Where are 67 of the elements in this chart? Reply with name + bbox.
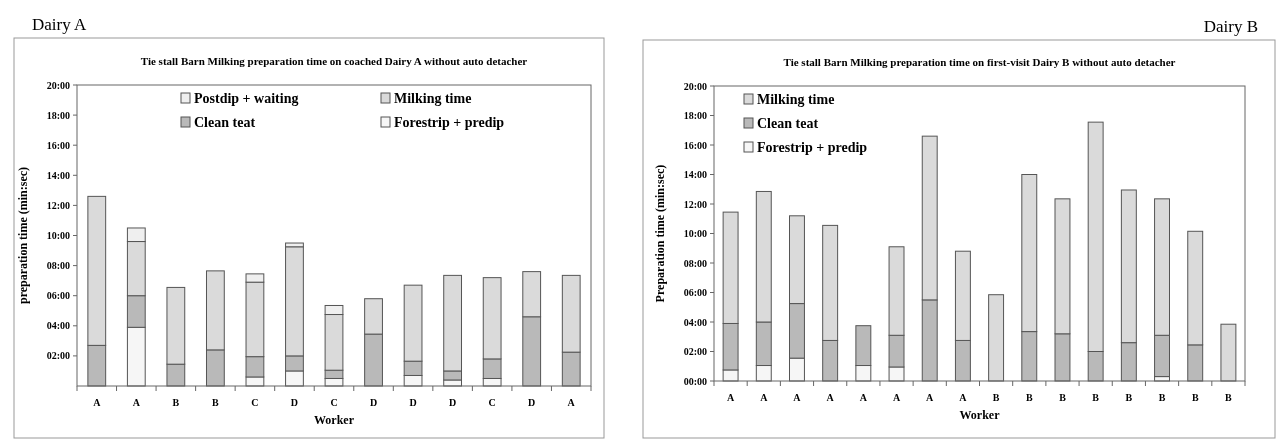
y-tick-label: 12:00 bbox=[46, 199, 70, 211]
bar bbox=[988, 294, 1005, 382]
chart-title: Tie stall Barn Milking preparation time on first-visit Dairy B without auto detacher bbox=[783, 56, 1176, 68]
legend-label: Milking time bbox=[394, 91, 472, 106]
x-tick-label: A bbox=[926, 392, 935, 403]
x-tick-label: B bbox=[1092, 392, 1100, 403]
x-tick-label: B bbox=[992, 392, 1000, 403]
y-tick-label: 08:00 bbox=[683, 257, 707, 269]
y-tick-label: 16:00 bbox=[46, 139, 70, 151]
legend-label: Clean teat bbox=[194, 115, 256, 130]
y-tick-label: 16:00 bbox=[683, 139, 707, 151]
x-tick-label: B bbox=[1025, 392, 1033, 403]
y-tick-label: 18:00 bbox=[46, 109, 70, 121]
x-tick-label: B bbox=[212, 397, 220, 408]
x-tick-label: D bbox=[449, 397, 457, 408]
x-tick-label: A bbox=[760, 392, 769, 403]
y-tick-label: 06:00 bbox=[46, 290, 70, 302]
y-tick-label: 12:00 bbox=[683, 198, 707, 210]
y-tick-label: 04:00 bbox=[46, 320, 70, 332]
x-tick-label: D bbox=[369, 397, 378, 408]
y-tick-label: 20:00 bbox=[46, 79, 70, 91]
bar bbox=[1220, 323, 1237, 382]
x-tick-label: A bbox=[859, 392, 868, 403]
x-tick-label: A bbox=[567, 397, 576, 408]
x-tick-label: A bbox=[93, 397, 102, 408]
chart-title: Tie stall Barn Milking preparation time on coached Dairy A without auto detacher bbox=[140, 55, 528, 67]
x-axis-title: Worker bbox=[314, 413, 355, 427]
x-tick-label: B bbox=[1125, 392, 1133, 403]
legend-label: Forestrip + predip bbox=[394, 115, 505, 130]
x-tick-label: C bbox=[488, 397, 496, 408]
x-tick-label: B bbox=[1191, 392, 1199, 403]
y-tick-label: 20:00 bbox=[683, 80, 707, 92]
y-tick-label: 02:00 bbox=[683, 346, 707, 357]
y-tick-label: 10:00 bbox=[683, 228, 707, 239]
legend-label: Milking time bbox=[757, 92, 835, 107]
y-tick-label: 14:00 bbox=[683, 169, 707, 180]
x-tick-label: A bbox=[726, 392, 735, 403]
x-tick-label: D bbox=[528, 397, 536, 408]
y-tick-label: 18:00 bbox=[683, 110, 707, 121]
x-tick-label: A bbox=[793, 392, 802, 403]
x-tick-label: A bbox=[132, 397, 141, 408]
x-tick-label: D bbox=[409, 397, 417, 408]
x-tick-label: B bbox=[172, 397, 180, 408]
y-tick-label: 00:00 bbox=[683, 375, 707, 387]
y-tick-label: 04:00 bbox=[683, 316, 707, 328]
y-tick-label: 10:00 bbox=[46, 230, 70, 241]
text: Dairy A bbox=[32, 15, 88, 34]
y-tick-label: 14:00 bbox=[46, 169, 70, 181]
x-tick-label: D bbox=[290, 397, 299, 408]
x-tick-label: A bbox=[959, 392, 968, 403]
text: Dairy B bbox=[1203, 17, 1258, 36]
x-tick-label: C bbox=[330, 397, 338, 408]
y-tick-label: 06:00 bbox=[683, 287, 707, 298]
legend-label: Clean teat bbox=[757, 116, 819, 131]
x-tick-label: B bbox=[1059, 392, 1067, 403]
legend-label: Forestrip + predip bbox=[757, 140, 868, 155]
x-tick-label: C bbox=[251, 397, 259, 408]
x-tick-label: B bbox=[1158, 392, 1166, 403]
y-axis-title: Preparation time (min:sec) bbox=[653, 164, 667, 303]
y-tick-label: 02:00 bbox=[46, 350, 70, 362]
x-axis-title: Worker bbox=[959, 408, 1001, 422]
legend-label: Postdip + waiting bbox=[194, 91, 299, 106]
x-tick-label: A bbox=[826, 392, 835, 403]
x-tick-label: A bbox=[892, 392, 901, 403]
y-axis-title: preparation time (min:sec) bbox=[16, 166, 30, 305]
x-tick-label: B bbox=[1225, 392, 1233, 403]
y-tick-label: 08:00 bbox=[46, 260, 70, 272]
